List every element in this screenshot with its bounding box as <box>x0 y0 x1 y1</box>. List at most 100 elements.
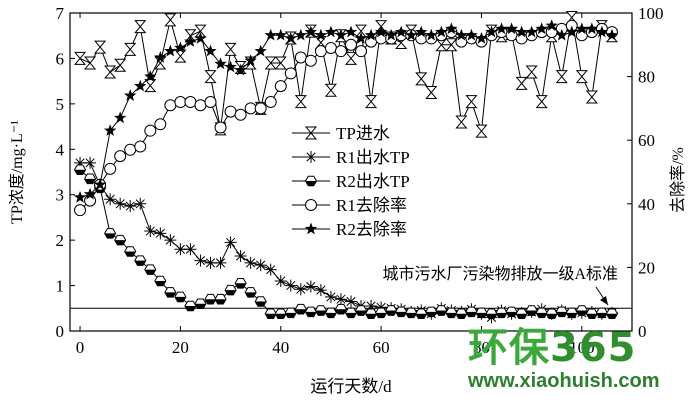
point-r2_rem-shape <box>505 22 518 35</box>
point-r2_out-fill <box>134 260 146 266</box>
point-r2_rem-shape <box>394 25 408 38</box>
point-tp_in-shape <box>224 42 237 56</box>
point-r2_rem <box>73 190 87 203</box>
point-r1_rem <box>224 105 237 118</box>
point-r1_out-shape <box>375 301 388 314</box>
point-r2_rem-shape <box>525 25 538 38</box>
point-r2_out <box>364 308 378 320</box>
point-r2_rem <box>475 31 488 44</box>
point-r2_out-fill <box>415 313 427 319</box>
point-r1_out-shape <box>365 300 378 313</box>
legend-item-r2_out: R2出水TP <box>292 172 410 191</box>
point-r2_rem-shape <box>134 79 147 92</box>
point-r1_rem <box>204 96 217 109</box>
point-tp_in <box>365 95 378 109</box>
point-r2_rem <box>525 25 538 38</box>
point-r2_rem <box>565 25 578 38</box>
point-r2_rem-shape <box>495 22 508 35</box>
point-r1_out <box>214 256 227 269</box>
point-r2_out-fill <box>375 312 387 318</box>
point-r2_out-fill <box>355 310 367 316</box>
point-r2_rem-shape <box>354 31 368 44</box>
point-r2_out-fill <box>576 310 588 316</box>
point-r2_out <box>395 306 408 318</box>
point-r2_rem <box>164 44 177 57</box>
point-r1_rem <box>324 41 337 54</box>
point-r2_out <box>114 234 127 246</box>
point-r2_rem <box>515 25 528 38</box>
point-r2_rem-shape <box>585 22 599 35</box>
point-r2_out <box>314 305 327 316</box>
point-r1_out-shape <box>234 250 247 263</box>
point-r1_out <box>154 227 167 240</box>
point-r2_out-fill <box>235 283 247 289</box>
point-r2_rem <box>214 57 227 70</box>
point-r1_out-shape <box>224 236 237 249</box>
point-r2_rem <box>545 19 558 31</box>
point-r2_out <box>385 305 398 316</box>
point-r2_rem <box>324 25 338 38</box>
point-r2_rem-shape <box>294 28 308 41</box>
point-r2_rem-shape <box>405 28 418 41</box>
point-r2_out-fill <box>596 312 608 318</box>
point-r1_out-shape <box>254 259 267 272</box>
point-r2_rem <box>184 35 197 47</box>
point-r2_rem <box>83 187 97 200</box>
point-r1_out-shape <box>274 275 287 288</box>
point-r1_out <box>264 263 277 276</box>
point-r1_out <box>345 295 357 308</box>
legend: TP进水 R1出水TP R2出水TP R1去除率 R2去除率 <box>292 124 410 239</box>
point-r2_out-fill <box>315 310 327 316</box>
point-r1_rem <box>144 124 157 137</box>
point-r2_rem <box>103 124 117 136</box>
point-r1_out-shape <box>264 263 277 276</box>
point-r2_rem <box>113 111 127 124</box>
point-r2_out-fill <box>84 178 96 184</box>
point-r2_rem <box>384 28 398 41</box>
point-r2_out <box>264 308 277 320</box>
point-r1_rem <box>174 96 187 109</box>
point-r2_rem-shape <box>575 22 589 35</box>
point-r2_rem-shape <box>154 51 167 63</box>
point-r2_out-fill <box>144 269 156 275</box>
point-tp_in-shape <box>274 56 287 70</box>
point-r1_rem <box>124 143 137 156</box>
point-r2_out-fill <box>385 310 397 316</box>
point-tp_in <box>525 65 538 79</box>
legend-label: R2去除率 <box>336 220 407 239</box>
point-r2_rem <box>124 89 137 101</box>
legend-label: R2出水TP <box>336 172 410 191</box>
point-r2_out <box>455 308 468 320</box>
point-r2_out-fill <box>325 312 337 318</box>
point-r2_rem-shape <box>204 44 217 57</box>
point-r2_rem-shape <box>455 28 468 41</box>
legend-label: TP进水 <box>336 124 390 143</box>
point-r2_rem <box>405 28 418 41</box>
point-r1_rem <box>104 162 117 175</box>
point-r1_rem-shape <box>355 45 368 58</box>
point-r1_rem <box>294 51 307 64</box>
point-r1_rem <box>274 80 287 93</box>
point-r1_rem-shape <box>314 45 327 58</box>
x-tick-label: 0 <box>76 338 85 357</box>
legend-marker <box>304 126 318 140</box>
point-r2_out <box>425 306 438 318</box>
point-r2_rem-shape <box>284 31 297 44</box>
point-r1_rem-shape <box>164 99 177 112</box>
point-r2_out <box>274 308 287 320</box>
point-tp_in <box>375 20 388 34</box>
point-r2_rem <box>304 25 318 38</box>
point-tp_in-shape <box>425 86 438 99</box>
plot-frame <box>69 12 633 332</box>
point-tp_in <box>124 42 137 56</box>
point-tp_in <box>134 20 147 34</box>
point-r1_rem-shape <box>304 54 317 67</box>
point-r2_rem <box>445 22 458 35</box>
point-r2_out-fill <box>526 310 538 316</box>
point-r1_out <box>84 156 97 169</box>
point-r2_rem-shape <box>545 19 558 31</box>
point-r2_rem-shape <box>194 31 207 44</box>
point-r1_out <box>365 300 378 313</box>
x-tick-label: 100 <box>569 338 595 357</box>
